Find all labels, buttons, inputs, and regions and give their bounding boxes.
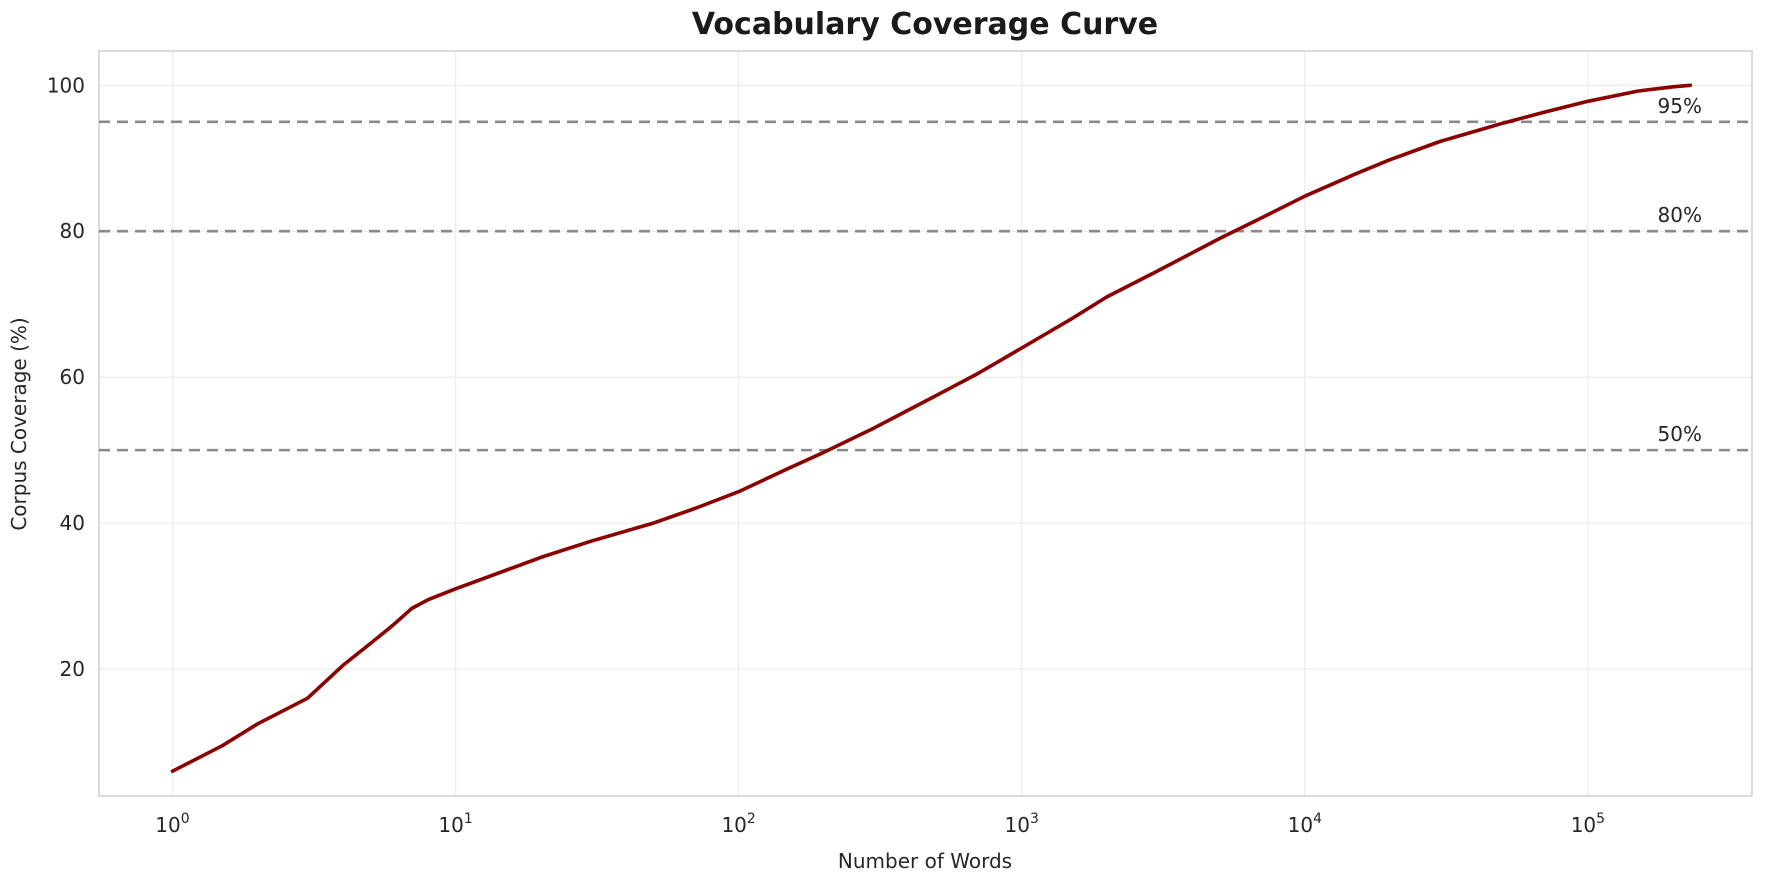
reference-line-label: 50% xyxy=(1658,422,1702,446)
y-tick-label: 100 xyxy=(47,73,85,97)
chart-title: Vocabulary Coverage Curve xyxy=(692,7,1158,42)
x-tick-label: 103 xyxy=(1005,811,1039,837)
coverage-curve xyxy=(170,83,1693,773)
x-tick-label: 104 xyxy=(1288,811,1322,837)
x-axis-label: Number of Words xyxy=(838,849,1012,873)
y-tick-label: 20 xyxy=(60,657,85,681)
series-layer xyxy=(170,83,1693,773)
y-axis-label: Corpus Coverage (%) xyxy=(7,317,31,530)
x-tick-label: 100 xyxy=(155,811,189,837)
tick-labels-layer: 20 40 60 80 100 100 101 102 103 104 105 xyxy=(47,73,1605,837)
plot-frame xyxy=(98,50,1753,797)
reference-line-label: 95% xyxy=(1658,94,1702,118)
grid-layer xyxy=(98,50,1753,797)
x-tick-label: 101 xyxy=(438,811,472,837)
y-tick-label: 80 xyxy=(60,219,85,243)
reference-lines-layer: 50% 80% 95% xyxy=(99,94,1752,452)
x-tick-label: 102 xyxy=(721,811,755,837)
x-tick-label: 105 xyxy=(1571,811,1605,837)
reference-line-label: 80% xyxy=(1658,203,1702,227)
y-tick-label: 40 xyxy=(60,511,85,535)
y-tick-label: 60 xyxy=(60,365,85,389)
